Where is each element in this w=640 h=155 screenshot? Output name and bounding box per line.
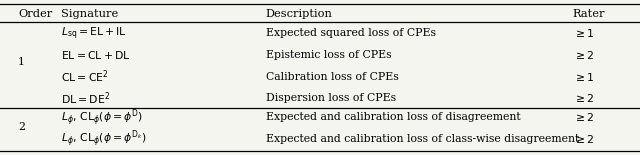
Text: $\geq 2$: $\geq 2$	[573, 133, 594, 145]
Text: Order: Order	[18, 9, 52, 19]
Text: 2: 2	[18, 122, 25, 132]
Text: $\geq 2$: $\geq 2$	[573, 92, 594, 104]
Text: $\mathrm{CL} = \mathrm{CE}^{2}$: $\mathrm{CL} = \mathrm{CE}^{2}$	[61, 68, 108, 85]
Text: $\geq 2$: $\geq 2$	[573, 49, 594, 61]
Text: $L_{\phi},\, \mathrm{CL}_{\phi}(\phi = \phi^{\mathrm{D}})$: $L_{\phi},\, \mathrm{CL}_{\phi}(\phi = \…	[61, 106, 143, 128]
Text: $L_{\phi},\, \mathrm{CL}_{\phi}(\phi = \phi^{\mathrm{D}_{k}})$: $L_{\phi},\, \mathrm{CL}_{\phi}(\phi = \…	[61, 128, 146, 149]
Text: Description: Description	[266, 9, 332, 19]
Text: $\mathrm{EL} = \mathrm{CL} + \mathrm{DL}$: $\mathrm{EL} = \mathrm{CL} + \mathrm{DL}…	[61, 49, 131, 61]
Text: Dispersion loss of CPEs: Dispersion loss of CPEs	[266, 93, 396, 103]
Text: $\mathrm{DL} = \mathrm{DE}^{2}$: $\mathrm{DL} = \mathrm{DE}^{2}$	[61, 90, 110, 107]
Text: Calibration loss of CPEs: Calibration loss of CPEs	[266, 72, 398, 82]
Text: Epistemic loss of CPEs: Epistemic loss of CPEs	[266, 50, 391, 60]
Text: $\geq 1$: $\geq 1$	[573, 71, 594, 83]
Text: Expected and calibration loss of disagreement: Expected and calibration loss of disagre…	[266, 112, 520, 122]
Text: $\geq 1$: $\geq 1$	[573, 27, 594, 39]
Text: 1: 1	[18, 57, 25, 67]
Text: $L_{\mathrm{sq}} = \mathrm{EL} + \mathrm{IL}$: $L_{\mathrm{sq}} = \mathrm{EL} + \mathrm…	[61, 25, 127, 42]
Text: Rater: Rater	[573, 9, 605, 19]
Text: $\geq 2$: $\geq 2$	[573, 111, 594, 123]
Text: Expected squared loss of CPEs: Expected squared loss of CPEs	[266, 28, 436, 38]
Text: Signature: Signature	[61, 9, 118, 19]
Text: Expected and calibration loss of class-wise disagreement: Expected and calibration loss of class-w…	[266, 134, 579, 144]
